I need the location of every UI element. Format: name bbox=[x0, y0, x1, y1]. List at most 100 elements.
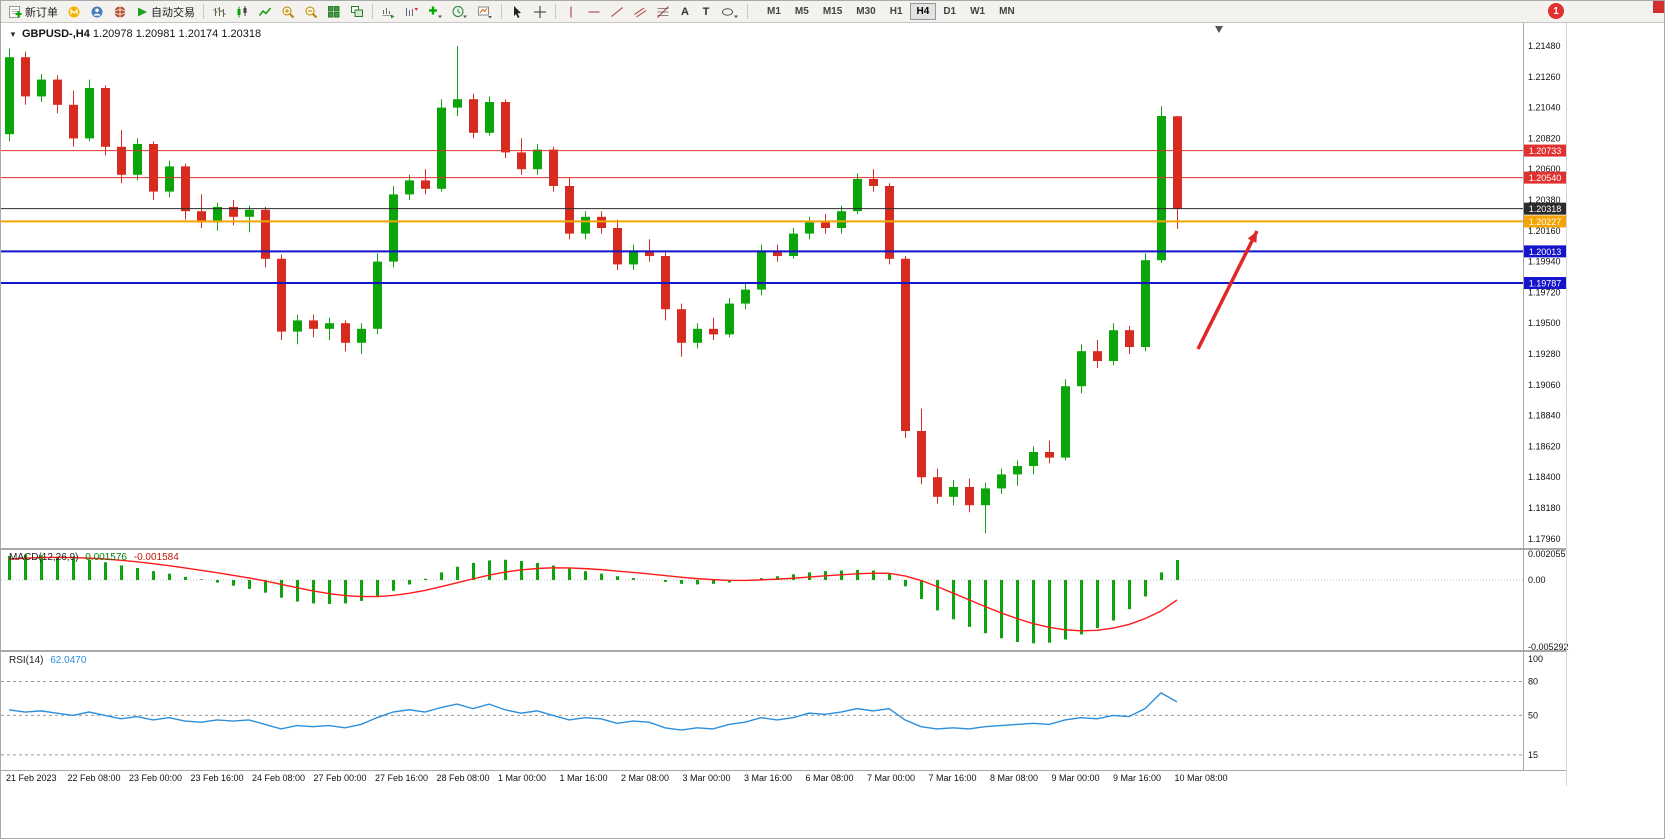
tile-windows-button[interactable] bbox=[323, 2, 345, 21]
marketplace-icon bbox=[68, 6, 80, 17]
globe-button[interactable] bbox=[109, 2, 131, 21]
rsi-canvas[interactable]: 100 80 50 15 bbox=[1, 651, 1665, 771]
time-label: 27 Feb 16:00 bbox=[375, 773, 429, 783]
cascade-windows-button[interactable] bbox=[346, 2, 368, 21]
cursor-icon bbox=[514, 5, 521, 18]
zoom-in-icon bbox=[282, 6, 295, 18]
shapes-button[interactable] bbox=[717, 2, 743, 21]
svg-text:1.20160: 1.20160 bbox=[1528, 226, 1561, 236]
timeframe-h1-button[interactable]: H1 bbox=[883, 3, 910, 20]
svg-text:0.00: 0.00 bbox=[1528, 575, 1546, 585]
timeframe-h4-button[interactable]: H4 bbox=[909, 3, 937, 20]
macd-canvas[interactable]: 0.002055 0.00 -0.005292 bbox=[1, 549, 1665, 651]
marketplace-button[interactable] bbox=[63, 2, 85, 21]
svg-text:1.20733: 1.20733 bbox=[1529, 146, 1562, 156]
toolbar: 新订单 自动交易 bbox=[1, 1, 1664, 23]
line-chart-button[interactable] bbox=[254, 2, 276, 21]
horizontal-line-button[interactable] bbox=[583, 2, 605, 21]
autoscroll-button[interactable] bbox=[377, 2, 399, 21]
new-order-icon bbox=[9, 5, 22, 18]
periods-button[interactable] bbox=[448, 2, 472, 21]
time-label: 27 Feb 00:00 bbox=[313, 773, 367, 783]
collapse-arrow-icon[interactable]: ▼ bbox=[9, 30, 17, 39]
label-tool-button[interactable]: T bbox=[702, 5, 710, 18]
chart-shift-marker bbox=[1215, 26, 1223, 33]
macd-histogram bbox=[8, 554, 1179, 644]
shapes-icon bbox=[722, 7, 738, 18]
svg-text:50: 50 bbox=[1528, 710, 1538, 720]
zoom-in-button[interactable] bbox=[277, 2, 299, 21]
time-label: 21 Feb 2023 bbox=[6, 773, 57, 783]
timeframe-m30-button[interactable]: M30 bbox=[849, 3, 882, 20]
time-label: 1 Mar 00:00 bbox=[498, 773, 547, 783]
svg-text:1.19940: 1.19940 bbox=[1528, 257, 1561, 267]
svg-text:1.17960: 1.17960 bbox=[1528, 534, 1561, 544]
svg-text:1.18840: 1.18840 bbox=[1528, 411, 1561, 421]
svg-text:1.18400: 1.18400 bbox=[1528, 472, 1561, 482]
time-axis[interactable]: 21 Feb 2023 22 Feb 08:00 23 Feb 00:00 23 Fe… bbox=[1, 771, 1566, 786]
trendline-button[interactable] bbox=[606, 2, 628, 21]
community-icon bbox=[91, 6, 103, 17]
svg-text:1.20820: 1.20820 bbox=[1528, 133, 1561, 143]
indicators-button[interactable] bbox=[423, 2, 447, 21]
fibonacci-button[interactable] bbox=[652, 2, 674, 21]
zoom-out-icon bbox=[305, 6, 318, 18]
macd-name: MACD(12,26,9) bbox=[9, 552, 79, 563]
autoscroll-icon bbox=[382, 7, 395, 18]
candles-layer bbox=[5, 46, 1182, 534]
price-axis: 1.21480 1.21260 1.21040 1.20820 1.20600 1.203… bbox=[1528, 41, 1561, 544]
channel-button[interactable] bbox=[629, 2, 651, 21]
timeframe-d1-button[interactable]: D1 bbox=[936, 3, 963, 20]
new-order-button[interactable]: 新订单 bbox=[4, 2, 62, 21]
svg-text:1.18180: 1.18180 bbox=[1528, 503, 1561, 513]
tile-windows-icon bbox=[328, 5, 340, 17]
svg-text:1.18620: 1.18620 bbox=[1528, 441, 1561, 451]
svg-text:0.002055: 0.002055 bbox=[1528, 549, 1566, 559]
svg-text:1.20540: 1.20540 bbox=[1529, 173, 1562, 183]
text-tool-button[interactable]: A bbox=[681, 5, 689, 18]
timeframe-m5-button[interactable]: M5 bbox=[788, 3, 816, 20]
timeframe-m15-button[interactable]: M15 bbox=[816, 3, 849, 20]
chart-shift-button[interactable] bbox=[400, 2, 422, 21]
svg-text:15: 15 bbox=[1528, 750, 1538, 760]
rsi-value: 62.0470 bbox=[50, 655, 87, 666]
toolbar-separator bbox=[501, 4, 502, 19]
timeframe-group: M1 M5 M15 M30 H1 H4 D1 W1 MN bbox=[760, 3, 1022, 20]
time-label: 9 Mar 16:00 bbox=[1113, 773, 1162, 783]
templates-icon bbox=[478, 6, 492, 18]
bar-chart-button[interactable] bbox=[208, 2, 230, 21]
timeframe-m1-button[interactable]: M1 bbox=[760, 3, 788, 20]
time-label: 24 Feb 08:00 bbox=[252, 773, 306, 783]
window-corner-accent bbox=[1653, 1, 1664, 13]
autotrading-button[interactable]: 自动交易 bbox=[132, 2, 199, 21]
vertical-line-button[interactable] bbox=[560, 2, 582, 21]
svg-text:100: 100 bbox=[1528, 654, 1543, 664]
cursor-button[interactable] bbox=[506, 2, 528, 21]
indicators-icon bbox=[429, 6, 442, 18]
time-label: 2 Mar 08:00 bbox=[621, 773, 670, 783]
timeframe-w1-button[interactable]: W1 bbox=[963, 3, 992, 20]
toolbar-separator bbox=[203, 4, 204, 19]
templates-button[interactable] bbox=[473, 2, 497, 21]
rsi-label: RSI(14) 62.0470 bbox=[9, 655, 86, 666]
toolbar-separator bbox=[747, 4, 748, 19]
crosshair-button[interactable] bbox=[529, 2, 551, 21]
time-label: 10 Mar 08:00 bbox=[1174, 773, 1228, 783]
crosshair-icon bbox=[534, 5, 546, 18]
community-button[interactable] bbox=[86, 2, 108, 21]
axis-right-edge bbox=[1566, 23, 1567, 786]
main-chart-canvas[interactable]: 1.21480 1.21260 1.21040 1.20820 1.20600 1.203… bbox=[1, 23, 1665, 549]
clock-icon bbox=[452, 5, 467, 18]
svg-text:1.21480: 1.21480 bbox=[1528, 41, 1561, 51]
svg-text:1.21260: 1.21260 bbox=[1528, 72, 1561, 82]
cascade-windows-icon bbox=[351, 5, 363, 17]
trendline-icon bbox=[611, 6, 623, 17]
chart-title: ▼ GBPUSD-,H4 1.20978 1.20981 1.20174 1.2… bbox=[9, 28, 261, 40]
svg-text:1.19280: 1.19280 bbox=[1528, 349, 1561, 359]
new-order-label: 新订单 bbox=[25, 6, 58, 19]
svg-text:80: 80 bbox=[1528, 677, 1538, 687]
zoom-out-button[interactable] bbox=[300, 2, 322, 21]
timeframe-mn-button[interactable]: MN bbox=[992, 3, 1022, 20]
candlestick-chart-button[interactable] bbox=[231, 2, 253, 21]
notification-badge[interactable]: 1 bbox=[1548, 3, 1564, 19]
